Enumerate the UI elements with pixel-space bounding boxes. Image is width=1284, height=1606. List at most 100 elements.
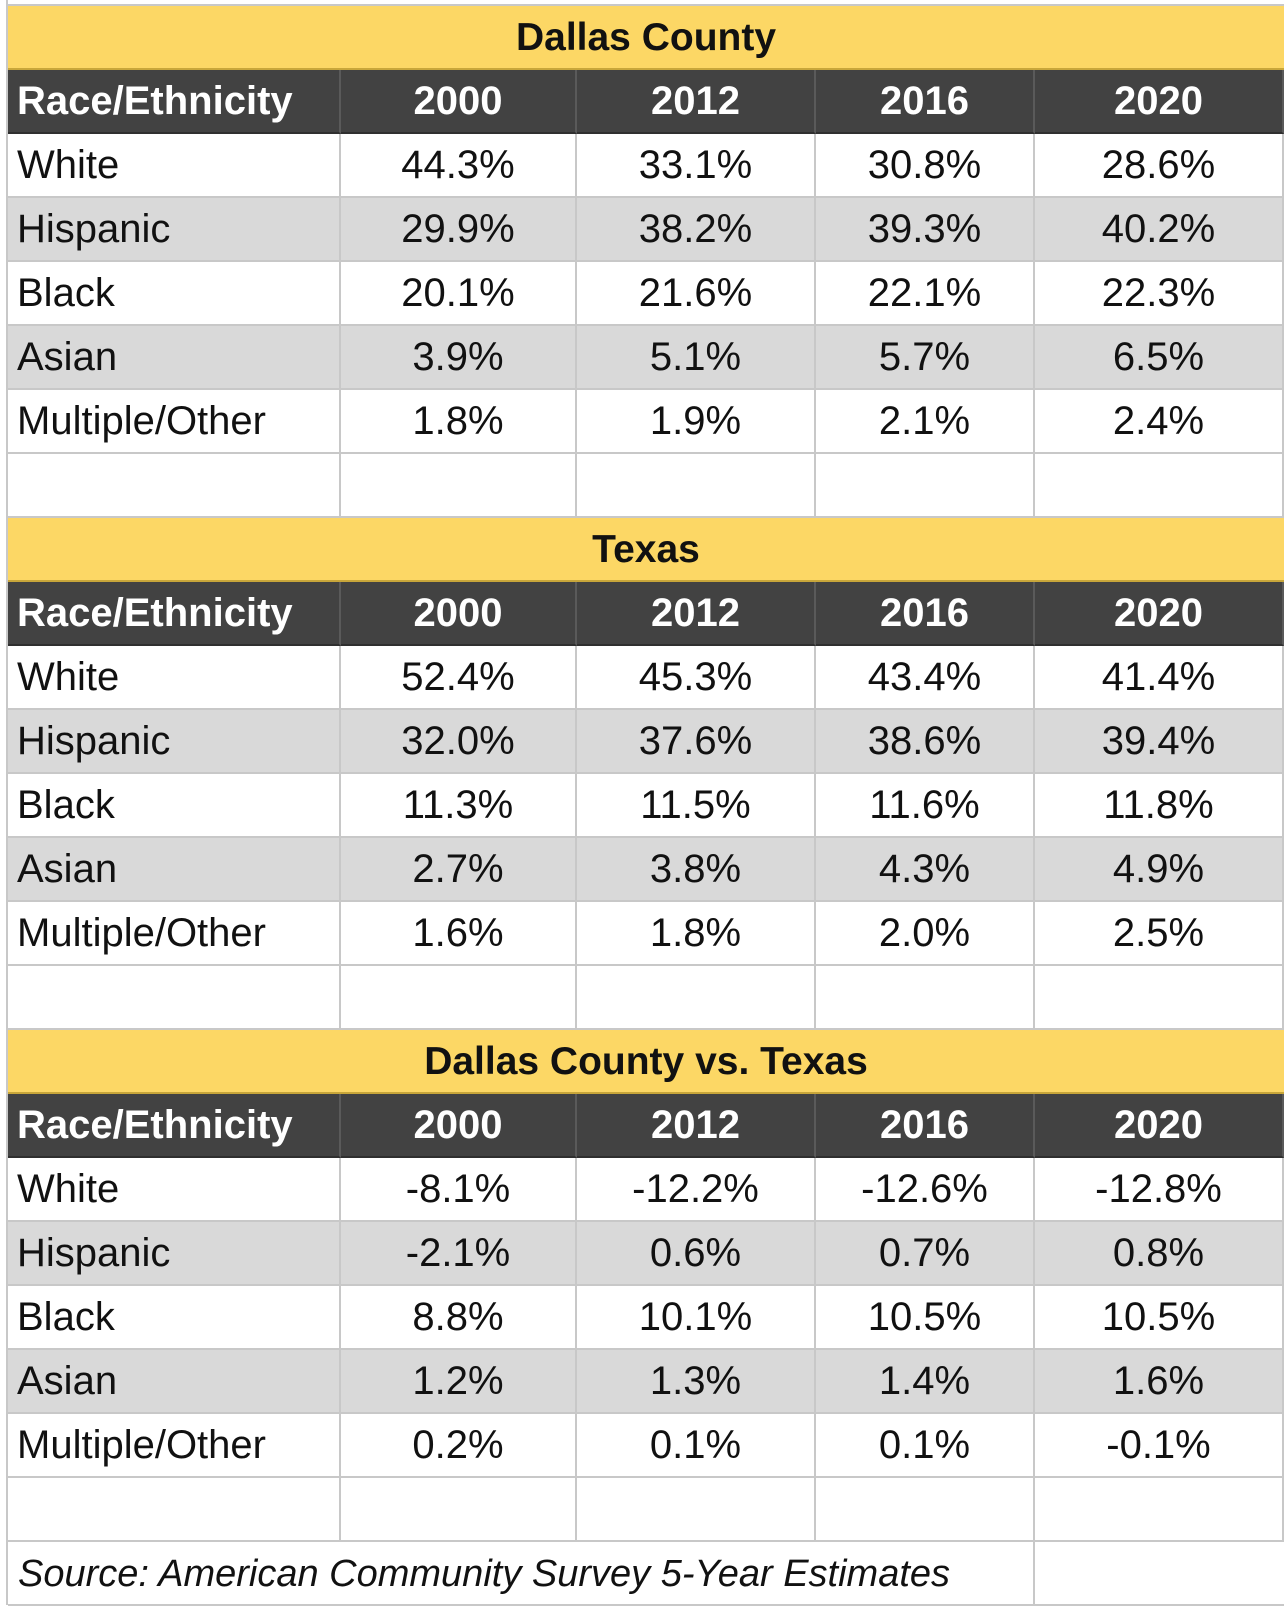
data-cell[interactable]: 11.3%: [341, 774, 577, 838]
data-cell[interactable]: 5.7%: [816, 326, 1035, 390]
row-label[interactable]: Multiple/Other: [8, 390, 341, 454]
empty-cell[interactable]: [341, 454, 577, 518]
data-cell[interactable]: 11.6%: [816, 774, 1035, 838]
data-cell[interactable]: 1.9%: [577, 390, 816, 454]
data-cell[interactable]: 1.3%: [577, 1350, 816, 1414]
row-label[interactable]: Asian: [8, 326, 341, 390]
data-cell[interactable]: 20.1%: [341, 262, 577, 326]
data-cell[interactable]: 0.7%: [816, 1222, 1035, 1286]
data-cell[interactable]: -8.1%: [341, 1158, 577, 1222]
data-cell[interactable]: 28.6%: [1035, 134, 1284, 198]
data-cell[interactable]: 21.6%: [577, 262, 816, 326]
data-cell[interactable]: 30.8%: [816, 134, 1035, 198]
column-header[interactable]: 2012: [577, 1094, 816, 1158]
data-cell[interactable]: 0.6%: [577, 1222, 816, 1286]
column-header[interactable]: 2020: [1035, 70, 1284, 134]
data-cell[interactable]: 44.3%: [341, 134, 577, 198]
source-note[interactable]: Source: American Community Survey 5-Year…: [8, 1542, 1035, 1606]
column-header[interactable]: Race/Ethnicity: [8, 70, 341, 134]
data-cell[interactable]: -12.2%: [577, 1158, 816, 1222]
data-cell[interactable]: 1.6%: [341, 902, 577, 966]
data-cell[interactable]: 38.6%: [816, 710, 1035, 774]
empty-cell[interactable]: [1035, 1478, 1284, 1542]
row-label[interactable]: Multiple/Other: [8, 902, 341, 966]
data-cell[interactable]: 11.5%: [577, 774, 816, 838]
empty-cell[interactable]: [341, 1478, 577, 1542]
row-label[interactable]: White: [8, 646, 341, 710]
row-label[interactable]: Asian: [8, 838, 341, 902]
column-header[interactable]: 2012: [577, 582, 816, 646]
data-cell[interactable]: 4.3%: [816, 838, 1035, 902]
data-cell[interactable]: 33.1%: [577, 134, 816, 198]
data-cell[interactable]: 11.8%: [1035, 774, 1284, 838]
data-cell[interactable]: 29.9%: [341, 198, 577, 262]
row-label[interactable]: Hispanic: [8, 710, 341, 774]
data-cell[interactable]: -2.1%: [341, 1222, 577, 1286]
data-cell[interactable]: 3.9%: [341, 326, 577, 390]
data-cell[interactable]: 39.3%: [816, 198, 1035, 262]
data-cell[interactable]: 3.8%: [577, 838, 816, 902]
data-cell[interactable]: 40.2%: [1035, 198, 1284, 262]
empty-cell[interactable]: [816, 966, 1035, 1030]
data-cell[interactable]: 8.8%: [341, 1286, 577, 1350]
column-header[interactable]: 2016: [816, 1094, 1035, 1158]
row-label[interactable]: White: [8, 134, 341, 198]
row-label[interactable]: White: [8, 1158, 341, 1222]
empty-cell[interactable]: [577, 966, 816, 1030]
data-cell[interactable]: 52.4%: [341, 646, 577, 710]
row-label[interactable]: Hispanic: [8, 198, 341, 262]
column-header[interactable]: 2020: [1035, 582, 1284, 646]
data-cell[interactable]: 10.5%: [1035, 1286, 1284, 1350]
row-label[interactable]: Asian: [8, 1350, 341, 1414]
data-cell[interactable]: 1.4%: [816, 1350, 1035, 1414]
data-cell[interactable]: 45.3%: [577, 646, 816, 710]
data-cell[interactable]: -12.8%: [1035, 1158, 1284, 1222]
data-cell[interactable]: 5.1%: [577, 326, 816, 390]
data-cell[interactable]: 0.2%: [341, 1414, 577, 1478]
column-header[interactable]: 2016: [816, 582, 1035, 646]
data-cell[interactable]: 39.4%: [1035, 710, 1284, 774]
data-cell[interactable]: 2.4%: [1035, 390, 1284, 454]
empty-cell[interactable]: [341, 966, 577, 1030]
data-cell[interactable]: 22.1%: [816, 262, 1035, 326]
row-label[interactable]: Multiple/Other: [8, 1414, 341, 1478]
data-cell[interactable]: -12.6%: [816, 1158, 1035, 1222]
data-cell[interactable]: 22.3%: [1035, 262, 1284, 326]
empty-cell[interactable]: [577, 1478, 816, 1542]
data-cell[interactable]: 1.8%: [577, 902, 816, 966]
data-cell[interactable]: 43.4%: [816, 646, 1035, 710]
empty-cell[interactable]: [577, 454, 816, 518]
empty-cell[interactable]: [816, 1478, 1035, 1542]
column-header[interactable]: 2000: [341, 582, 577, 646]
data-cell[interactable]: 41.4%: [1035, 646, 1284, 710]
column-header[interactable]: 2020: [1035, 1094, 1284, 1158]
data-cell[interactable]: 10.1%: [577, 1286, 816, 1350]
data-cell[interactable]: 2.1%: [816, 390, 1035, 454]
empty-cell[interactable]: [8, 966, 341, 1030]
row-label[interactable]: Black: [8, 262, 341, 326]
empty-cell[interactable]: [1035, 966, 1284, 1030]
data-cell[interactable]: -0.1%: [1035, 1414, 1284, 1478]
empty-cell[interactable]: [1035, 1542, 1284, 1606]
column-header[interactable]: Race/Ethnicity: [8, 582, 341, 646]
data-cell[interactable]: 1.6%: [1035, 1350, 1284, 1414]
data-cell[interactable]: 2.0%: [816, 902, 1035, 966]
column-header[interactable]: 2000: [341, 1094, 577, 1158]
row-label[interactable]: Black: [8, 774, 341, 838]
data-cell[interactable]: 0.8%: [1035, 1222, 1284, 1286]
column-header[interactable]: 2012: [577, 70, 816, 134]
data-cell[interactable]: 32.0%: [341, 710, 577, 774]
data-cell[interactable]: 2.5%: [1035, 902, 1284, 966]
data-cell[interactable]: 0.1%: [816, 1414, 1035, 1478]
column-header[interactable]: Race/Ethnicity: [8, 1094, 341, 1158]
row-label[interactable]: Hispanic: [8, 1222, 341, 1286]
column-header[interactable]: 2000: [341, 70, 577, 134]
empty-cell[interactable]: [816, 454, 1035, 518]
row-label[interactable]: Black: [8, 1286, 341, 1350]
empty-cell[interactable]: [1035, 454, 1284, 518]
data-cell[interactable]: 0.1%: [577, 1414, 816, 1478]
column-header[interactable]: 2016: [816, 70, 1035, 134]
data-cell[interactable]: 2.7%: [341, 838, 577, 902]
data-cell[interactable]: 10.5%: [816, 1286, 1035, 1350]
empty-cell[interactable]: [8, 1478, 341, 1542]
